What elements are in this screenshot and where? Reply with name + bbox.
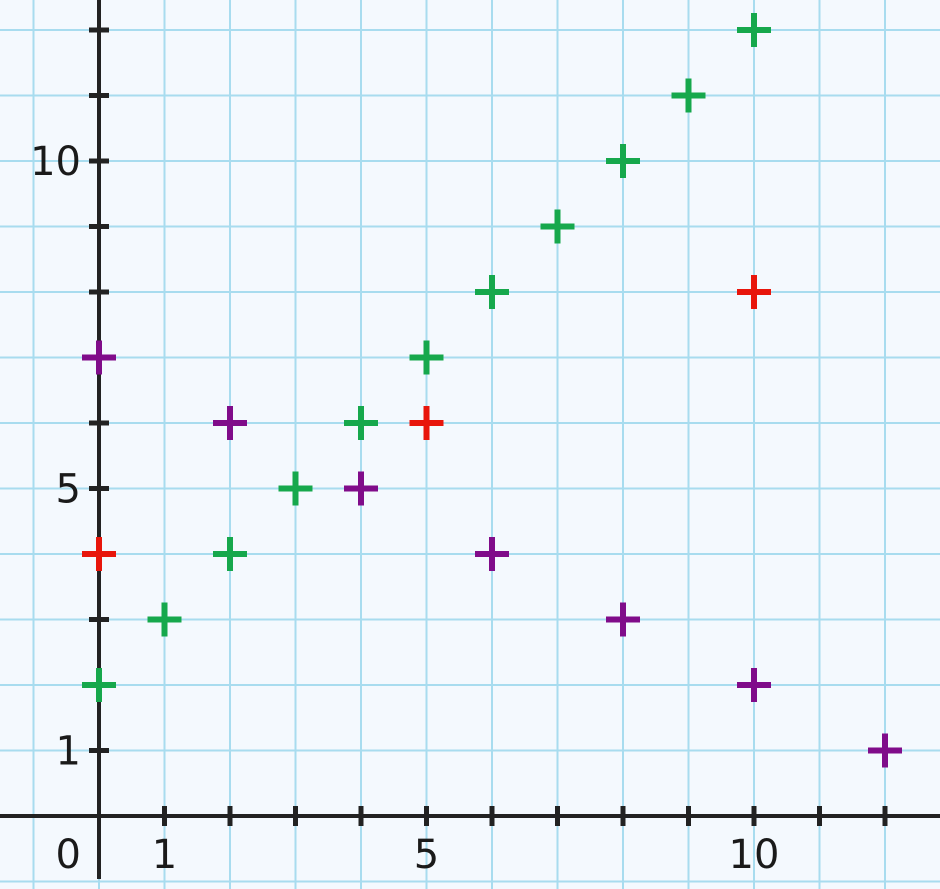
series-3 [82,340,902,768]
data-point [671,78,706,113]
data-point [213,406,247,440]
data-point [737,275,771,309]
series-1 [82,13,771,702]
x-tick-label: 0 [56,832,81,878]
data-point [606,144,640,178]
x-tick-label: 1 [152,832,177,878]
data-point [82,668,116,702]
data-point [737,668,771,702]
data-point [82,340,116,375]
data-point [606,602,640,637]
data-point [344,471,378,506]
data-point [278,471,313,506]
data-point [475,275,509,309]
y-tick-label: 1 [56,729,81,775]
data-point [868,733,902,768]
data-point [344,406,378,440]
y-tick-label: 10 [30,139,81,185]
x-tick-label: 5 [414,832,439,878]
data-point [409,406,444,440]
y-tick-label: 5 [56,467,81,513]
data-point [737,13,771,47]
data-points [82,13,902,768]
data-point [475,537,509,571]
data-point [409,340,444,375]
data-point [147,602,182,637]
x-tick-label: 10 [729,832,780,878]
data-point [82,537,116,571]
data-point [540,209,575,244]
axis-ticks [89,27,888,826]
data-point [213,537,247,571]
series-2 [82,275,771,571]
